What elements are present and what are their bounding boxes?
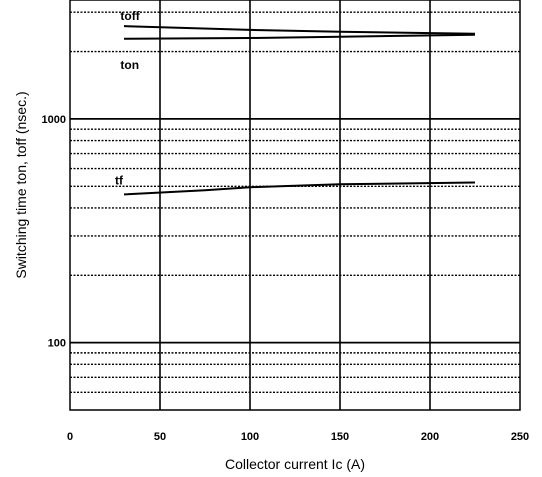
x-tick-labels: 0 50 100 150 200 250 [67,431,529,443]
x-tick-label: 200 [421,431,439,443]
y-tick-label: 100 [48,338,66,350]
x-tick-label: 150 [331,431,349,443]
series-line-tf [123,181,476,196]
series-lines [123,25,476,196]
series-label-toff: toff [120,9,140,23]
series-label-ton: ton [120,58,139,72]
series-line-toff [123,25,476,35]
y-tick-labels: 100 1000 [42,114,66,350]
series-label-tf: tf [115,173,124,187]
x-tick-label: 250 [511,431,529,443]
y-tick-label: 1000 [42,114,66,126]
series-line-ton [123,33,476,40]
x-axis-title: Collector current Ic (A) [225,456,365,472]
plot-frame [69,0,521,411]
y-axis-title: Switching time ton, toff (nsec.) [13,91,29,278]
x-tick-label: 0 [67,431,73,443]
x-tick-label: 50 [154,431,166,443]
x-tick-label: 100 [241,431,259,443]
series-labels: toff ton tf [115,9,141,187]
